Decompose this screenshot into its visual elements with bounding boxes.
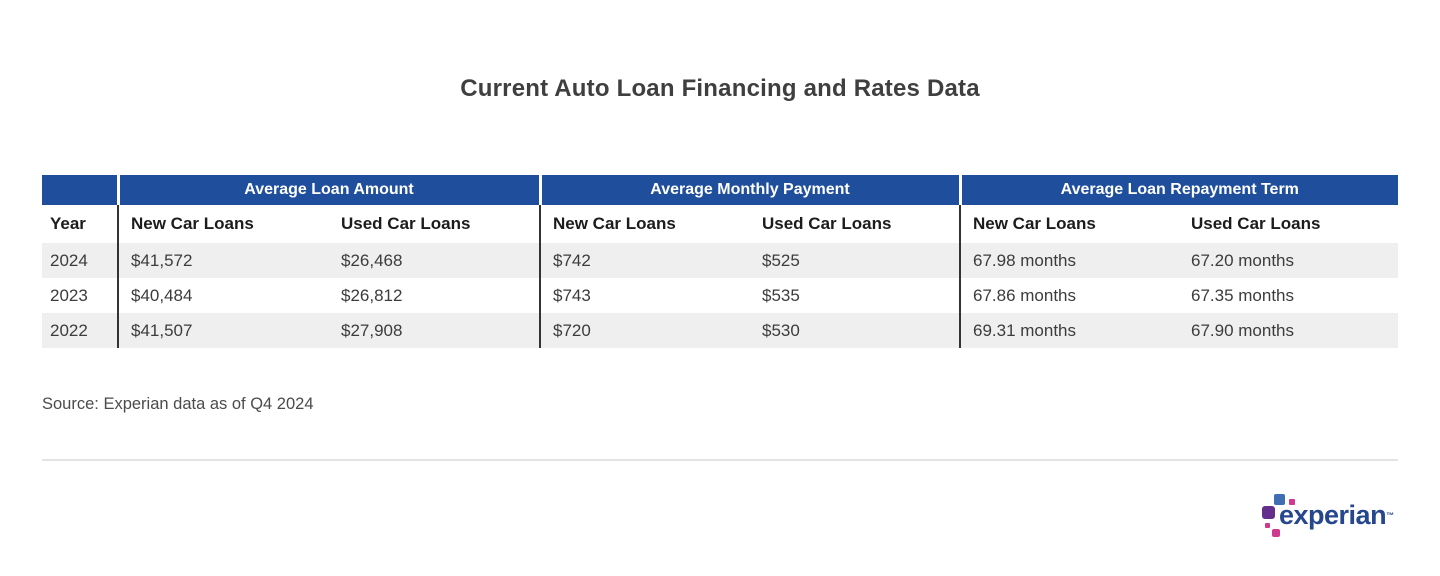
experian-wordmark: experian™ [1279, 500, 1395, 530]
value-cell: 67.90 months [1179, 313, 1399, 348]
logo-square-magenta-top-icon [1289, 499, 1295, 505]
table-row-2022: 2022 $41,507 $27,908 $720 $530 69.31 mon… [42, 313, 1399, 348]
group-header-monthly-payment: Average Monthly Payment [538, 175, 960, 205]
value-cell: $743 [539, 278, 750, 313]
logo-square-magenta-bottom-icon [1272, 529, 1280, 537]
group-header-blank [42, 175, 118, 205]
value-cell: 67.86 months [959, 278, 1179, 313]
value-cell: $27,908 [329, 313, 540, 348]
column-header-new-car-amount: New Car Loans [117, 205, 329, 243]
column-header-used-car-payment: Used Car Loans [750, 205, 960, 243]
value-cell: $525 [750, 243, 960, 278]
column-header-used-car-amount: Used Car Loans [329, 205, 540, 243]
value-cell: $742 [539, 243, 750, 278]
value-cell: 67.20 months [1179, 243, 1399, 278]
group-header-loan-amount: Average Loan Amount [116, 175, 540, 205]
logo-square-purple-icon [1262, 506, 1275, 519]
value-cell: $530 [750, 313, 960, 348]
trademark-symbol: ™ [1386, 511, 1395, 520]
experian-logo: experian™ [1262, 492, 1398, 550]
page-title: Current Auto Loan Financing and Rates Da… [460, 75, 980, 102]
value-cell: 67.35 months [1191, 285, 1295, 305]
year-cell: 2022 [42, 313, 118, 348]
value-cell: $26,812 [341, 285, 403, 305]
value-cell: 69.31 months [959, 313, 1179, 348]
column-header-new-car-payment: New Car Loans [539, 205, 750, 243]
column-header-new-car-term: New Car Loans [959, 205, 1179, 243]
value-cell: $720 [539, 313, 750, 348]
value-cell: 67.98 months [959, 243, 1179, 278]
value-cell: $41,572 [117, 243, 329, 278]
auto-loan-table: Average Loan Amount Average Monthly Paym… [42, 175, 1399, 348]
sub-header-row: Year New Car Loans Used Car Loans New Ca… [42, 205, 1399, 243]
group-header-row: Average Loan Amount Average Monthly Paym… [42, 175, 1399, 205]
year-cell: 2024 [42, 243, 118, 278]
value-cell: $535 [762, 285, 800, 305]
group-header-repayment-term: Average Loan Repayment Term [958, 175, 1399, 205]
logo-square-magenta-left-icon [1265, 523, 1270, 528]
table-row-2023: 2023 $40,484 $26,812 $743 $535 67.86 mon… [42, 278, 1398, 313]
column-header-year: Year [42, 205, 118, 243]
source-note: Source: Experian data as of Q4 2024 [42, 395, 314, 413]
footer-divider [42, 459, 1398, 461]
logo-square-blue-icon [1274, 494, 1285, 505]
column-header-used-car-term: Used Car Loans [1179, 205, 1399, 243]
value-cell: $40,484 [117, 278, 329, 313]
table-row-2024: 2024 $41,572 $26,468 $742 $525 67.98 mon… [42, 243, 1399, 278]
auto-loan-table-wrapper: Average Loan Amount Average Monthly Paym… [42, 175, 1399, 348]
year-cell: 2023 [50, 285, 88, 305]
value-cell: $26,468 [329, 243, 540, 278]
value-cell: $41,507 [117, 313, 329, 348]
